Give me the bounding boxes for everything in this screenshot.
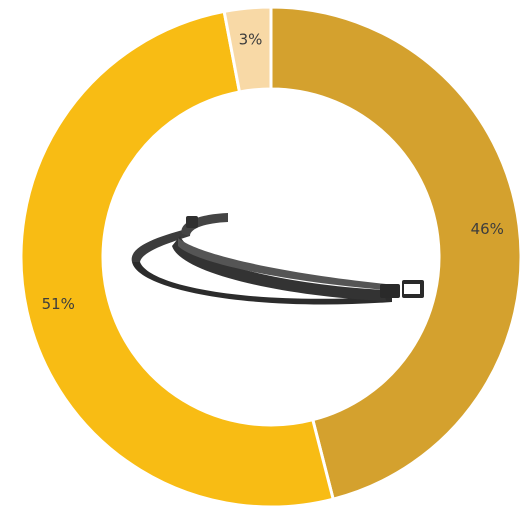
slice-data-label: 51%: [42, 295, 75, 313]
donut-slice: [19, 9, 335, 509]
donut-labels: 46% 51% 3%: [42, 30, 504, 313]
donut-slices: [19, 5, 523, 509]
donut-slice: [269, 5, 523, 501]
headgear-band-icon: [131, 213, 424, 310]
slice-data-label: 46%: [471, 220, 504, 238]
slice-data-label: 3%: [239, 30, 263, 48]
donut-slice: [222, 5, 273, 94]
